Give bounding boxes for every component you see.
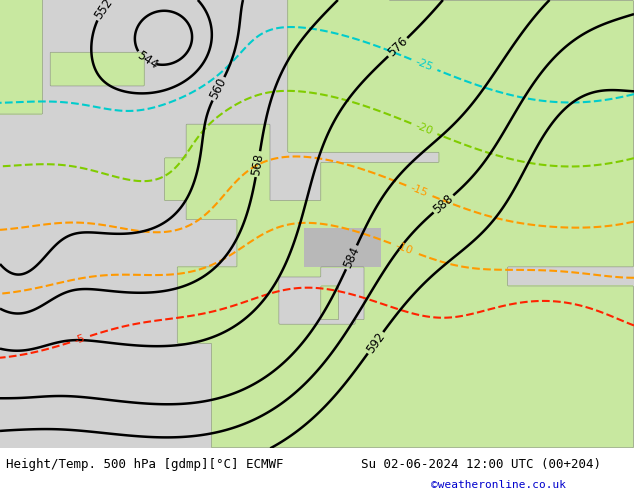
Text: 584: 584 bbox=[341, 245, 362, 270]
Text: -15: -15 bbox=[409, 183, 429, 199]
Text: -25: -25 bbox=[414, 57, 435, 73]
Text: 588: 588 bbox=[430, 192, 456, 216]
Text: 568: 568 bbox=[250, 152, 266, 176]
Text: 552: 552 bbox=[92, 0, 115, 22]
Text: 576: 576 bbox=[385, 35, 410, 60]
Text: 592: 592 bbox=[364, 330, 387, 356]
Text: ©weatheronline.co.uk: ©weatheronline.co.uk bbox=[431, 480, 566, 490]
Text: -20: -20 bbox=[414, 121, 435, 137]
Text: Height/Temp. 500 hPa [gdmp][°C] ECMWF: Height/Temp. 500 hPa [gdmp][°C] ECMWF bbox=[6, 458, 284, 471]
Text: 560: 560 bbox=[207, 76, 230, 101]
Text: -10: -10 bbox=[394, 241, 414, 256]
Text: -5: -5 bbox=[74, 333, 87, 345]
Text: Su 02-06-2024 12:00 UTC (00+204): Su 02-06-2024 12:00 UTC (00+204) bbox=[361, 458, 602, 471]
Text: 544: 544 bbox=[134, 49, 160, 72]
